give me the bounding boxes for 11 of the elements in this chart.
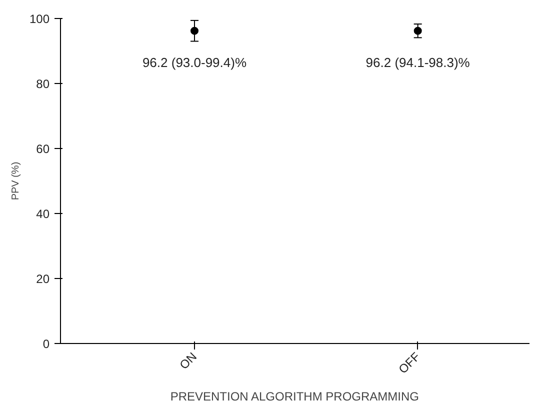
y-tick-label: 100 [29,12,50,26]
y-tick-label: 40 [36,207,50,221]
y-tick-label: 0 [42,337,50,351]
x-axis-title: PREVENTION ALGORITHM PROGRAMMING [170,389,420,404]
data-label: 96.2 (94.1-98.3)% [366,54,470,70]
y-axis-title: PPV (%) [10,162,22,200]
data-label: 96.2 (93.0-99.4)% [142,54,247,70]
y-tick-label: 60 [36,142,50,156]
y-tick-label: 80 [36,77,50,91]
x-tick-label: ON [176,350,200,372]
y-tick-label: 20 [36,272,50,286]
